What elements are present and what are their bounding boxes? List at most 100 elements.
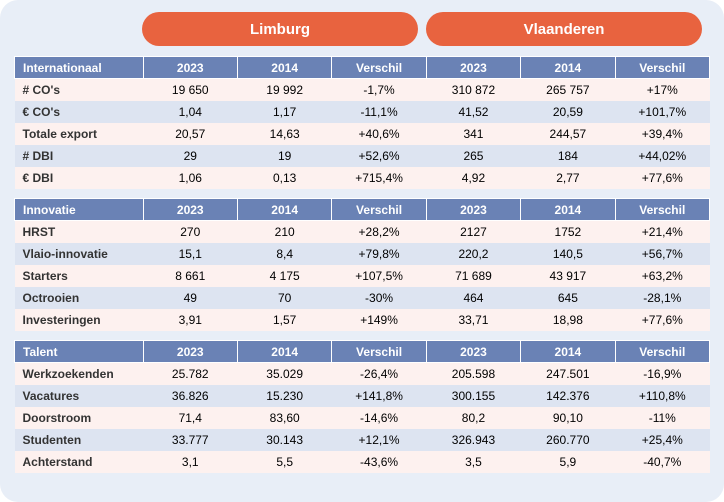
row-label: Achterstand [15, 451, 144, 473]
table-row: Doorstroom71,483,60-14,6%80,290,10-11% [15, 407, 710, 429]
cell-v2023: 205.598 [426, 363, 520, 385]
col-diff-v: Verschil [615, 57, 709, 79]
cell-vdiff: +110,8% [615, 385, 709, 407]
cell-v2014: 20,59 [521, 101, 615, 123]
cell-l2023: 270 [143, 221, 237, 243]
cell-v2023: 41,52 [426, 101, 520, 123]
row-label: Octrooien [15, 287, 144, 309]
cell-v2014: 247.501 [521, 363, 615, 385]
col-2014-l: 2014 [237, 341, 331, 363]
cell-ldiff: +12,1% [332, 429, 426, 451]
section-header-row: Innovatie20232014Verschil20232014Verschi… [15, 199, 710, 221]
table-row: Totale export20,5714,63+40,6%341244,57+3… [15, 123, 710, 145]
cell-v2023: 326.943 [426, 429, 520, 451]
cell-l2014: 1,57 [237, 309, 331, 331]
col-2023-v: 2023 [426, 199, 520, 221]
cell-l2014: 19 992 [237, 79, 331, 101]
cell-ldiff: -1,7% [332, 79, 426, 101]
cell-l2023: 49 [143, 287, 237, 309]
cell-ldiff: +28,2% [332, 221, 426, 243]
cell-v2023: 80,2 [426, 407, 520, 429]
cell-vdiff: +25,4% [615, 429, 709, 451]
cell-v2014: 18,98 [521, 309, 615, 331]
col-diff-l: Verschil [332, 199, 426, 221]
table-row: Studenten33.77730.143+12,1%326.943260.77… [15, 429, 710, 451]
col-2023-l: 2023 [143, 199, 237, 221]
section-title: Internationaal [15, 57, 144, 79]
cell-v2014: 43 917 [521, 265, 615, 287]
cell-v2014: 184 [521, 145, 615, 167]
cell-l2014: 83,60 [237, 407, 331, 429]
cell-l2023: 1,06 [143, 167, 237, 189]
cell-l2023: 8 661 [143, 265, 237, 287]
section-title: Innovatie [15, 199, 144, 221]
col-diff-l: Verschil [332, 57, 426, 79]
table-row: Starters8 6614 175+107,5%71 68943 917+63… [15, 265, 710, 287]
cell-l2023: 3,91 [143, 309, 237, 331]
cell-v2023: 310 872 [426, 79, 520, 101]
cell-vdiff: +39,4% [615, 123, 709, 145]
data-table: Internationaal20232014Verschil20232014Ve… [14, 56, 710, 473]
cell-vdiff: +44,02% [615, 145, 709, 167]
row-label: € CO's [15, 101, 144, 123]
cell-v2023: 3,5 [426, 451, 520, 473]
col-diff-v: Verschil [615, 199, 709, 221]
section-header-row: Internationaal20232014Verschil20232014Ve… [15, 57, 710, 79]
cell-l2014: 19 [237, 145, 331, 167]
row-label: Doorstroom [15, 407, 144, 429]
cell-l2014: 70 [237, 287, 331, 309]
table-row: Achterstand3,15,5-43,6%3,55,9-40,7% [15, 451, 710, 473]
cell-l2023: 36.826 [143, 385, 237, 407]
table-row: € CO's1,041,17-11,1%41,5220,59+101,7% [15, 101, 710, 123]
cell-l2023: 1,04 [143, 101, 237, 123]
cell-l2023: 15,1 [143, 243, 237, 265]
table-row: € DBI1,060,13+715,4%4,922,77+77,6% [15, 167, 710, 189]
col-2014-v: 2014 [521, 341, 615, 363]
table-card: Limburg Vlaanderen Internationaal2023201… [0, 0, 724, 502]
table-row: # CO's19 65019 992-1,7%310 872265 757+17… [15, 79, 710, 101]
cell-v2023: 220,2 [426, 243, 520, 265]
cell-vdiff: +63,2% [615, 265, 709, 287]
cell-l2014: 5,5 [237, 451, 331, 473]
cell-v2023: 464 [426, 287, 520, 309]
cell-l2023: 33.777 [143, 429, 237, 451]
cell-l2023: 19 650 [143, 79, 237, 101]
cell-l2023: 20,57 [143, 123, 237, 145]
cell-v2023: 265 [426, 145, 520, 167]
col-2023-v: 2023 [426, 341, 520, 363]
table-row: Vacatures36.82615.230+141,8%300.155142.3… [15, 385, 710, 407]
row-label: Vlaio-innovatie [15, 243, 144, 265]
table-row: Werkzoekenden25.78235.029-26,4%205.59824… [15, 363, 710, 385]
cell-v2014: 140,5 [521, 243, 615, 265]
cell-ldiff: +79,8% [332, 243, 426, 265]
cell-l2014: 1,17 [237, 101, 331, 123]
col-2023-l: 2023 [143, 57, 237, 79]
cell-ldiff: -11,1% [332, 101, 426, 123]
cell-l2023: 3,1 [143, 451, 237, 473]
cell-vdiff: -28,1% [615, 287, 709, 309]
cell-v2023: 300.155 [426, 385, 520, 407]
col-2023-l: 2023 [143, 341, 237, 363]
cell-ldiff: +52,6% [332, 145, 426, 167]
row-label: Vacatures [15, 385, 144, 407]
cell-l2014: 8,4 [237, 243, 331, 265]
cell-l2014: 4 175 [237, 265, 331, 287]
cell-l2014: 15.230 [237, 385, 331, 407]
row-label: € DBI [15, 167, 144, 189]
col-2014-l: 2014 [237, 57, 331, 79]
cell-v2023: 341 [426, 123, 520, 145]
col-2014-v: 2014 [521, 57, 615, 79]
cell-v2014: 1752 [521, 221, 615, 243]
cell-ldiff: +40,6% [332, 123, 426, 145]
tab-vlaanderen: Vlaanderen [426, 12, 702, 46]
cell-vdiff: +101,7% [615, 101, 709, 123]
row-label: Totale export [15, 123, 144, 145]
row-label: Werkzoekenden [15, 363, 144, 385]
cell-ldiff: +149% [332, 309, 426, 331]
col-2023-v: 2023 [426, 57, 520, 79]
cell-l2014: 14,63 [237, 123, 331, 145]
col-2014-v: 2014 [521, 199, 615, 221]
cell-l2023: 29 [143, 145, 237, 167]
cell-l2023: 71,4 [143, 407, 237, 429]
table-row: Octrooien4970-30%464645-28,1% [15, 287, 710, 309]
